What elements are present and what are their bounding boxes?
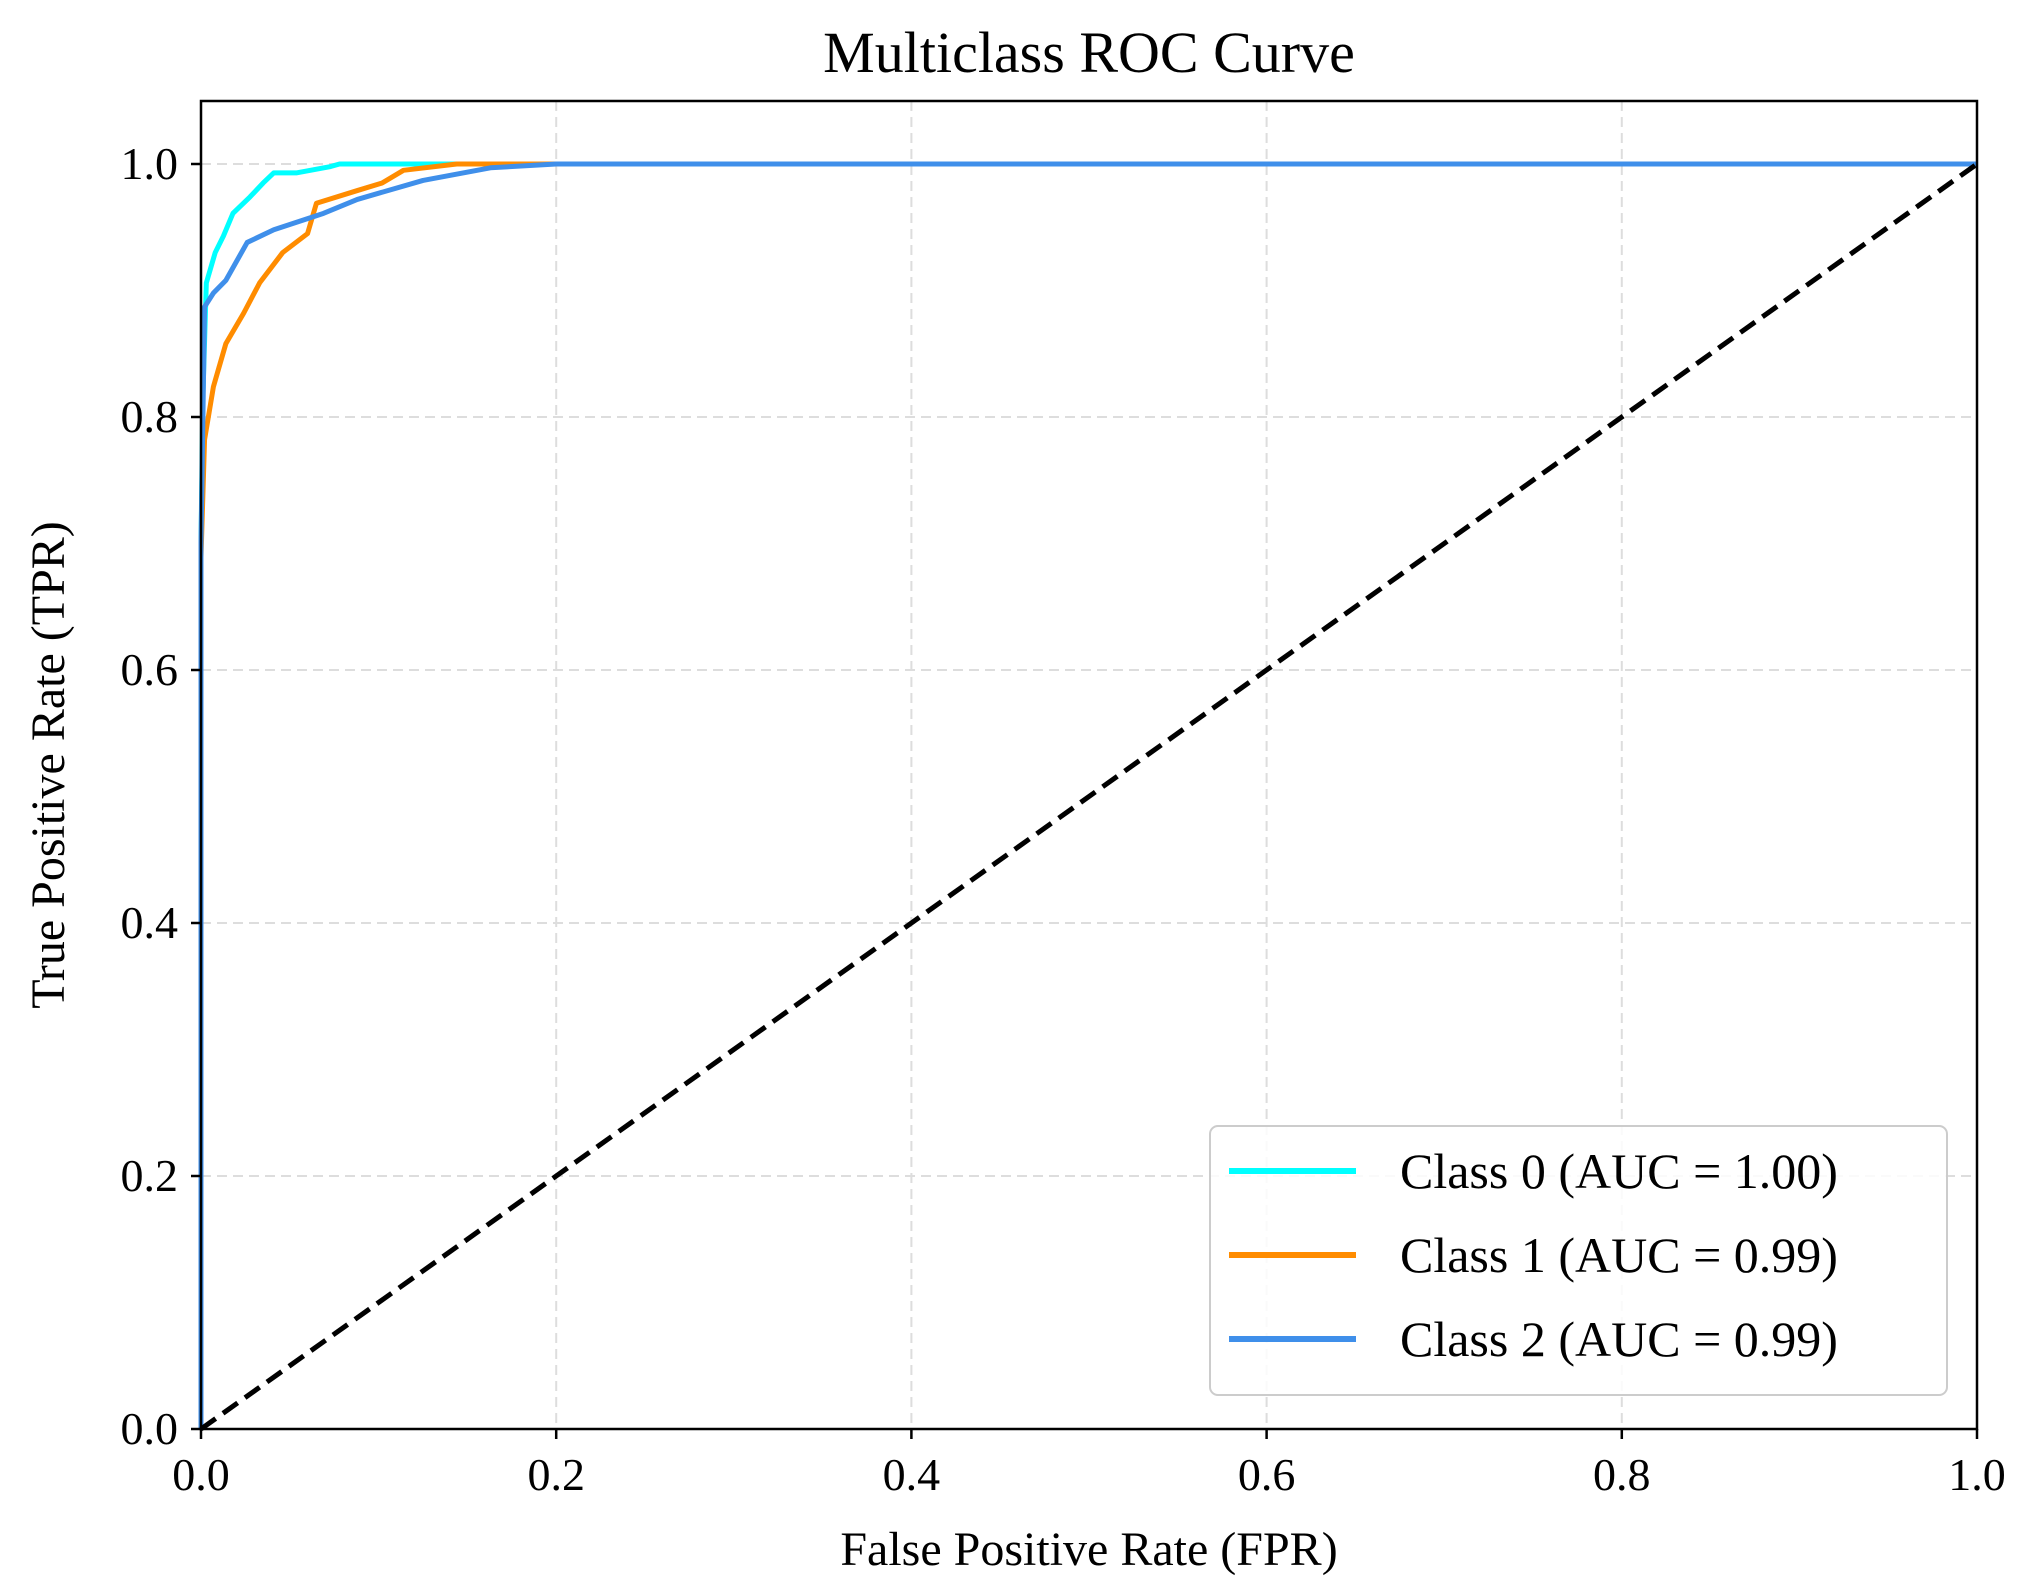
y-tick-label: 1.0 bbox=[121, 138, 179, 189]
y-tick-label: 0.2 bbox=[121, 1150, 179, 1201]
x-tick-label: 0.4 bbox=[883, 1449, 941, 1500]
x-tick-label: 0.0 bbox=[172, 1449, 230, 1500]
legend-label: Class 0 (AUC = 1.00) bbox=[1400, 1143, 1838, 1199]
y-tick-label: 0.4 bbox=[121, 897, 179, 948]
y-tick-label: 0.6 bbox=[121, 644, 179, 695]
roc-curve-class-2 bbox=[198, 161, 1977, 1429]
x-tick-label: 0.8 bbox=[1593, 1449, 1651, 1500]
plot-frame bbox=[199, 99, 1979, 1431]
x-axis-label: False Positive Rate (FPR) bbox=[840, 1523, 1337, 1576]
x-tick-label: 1.0 bbox=[1948, 1449, 2006, 1500]
legend: Class 0 (AUC = 1.00) Class 1 (AUC = 0.99)… bbox=[1209, 1125, 1948, 1396]
y-axis-label: True Positive Rate (TPR) bbox=[22, 521, 75, 1009]
y-tick-label: 0.8 bbox=[121, 391, 179, 442]
series-lines bbox=[198, 161, 1979, 1432]
x-tick-label: 0.6 bbox=[1238, 1449, 1296, 1500]
roc-curve-class-1 bbox=[198, 161, 1977, 1429]
legend-label: Class 1 (AUC = 0.99) bbox=[1400, 1227, 1838, 1283]
chart-title: Multiclass ROC Curve bbox=[823, 20, 1355, 85]
ticks: 0.0 0.2 0.4 0.6 0.8 1.0 0.0 0.2 0.4 0.6 0.8 1.0 bbox=[121, 138, 2006, 1500]
y-tick-label: 0.0 bbox=[121, 1403, 179, 1454]
x-tick-label: 0.2 bbox=[527, 1449, 585, 1500]
legend-label: Class 2 (AUC = 0.99) bbox=[1400, 1311, 1838, 1367]
chance-diagonal-line bbox=[199, 161, 1979, 1432]
legend-box bbox=[1209, 1125, 1948, 1396]
